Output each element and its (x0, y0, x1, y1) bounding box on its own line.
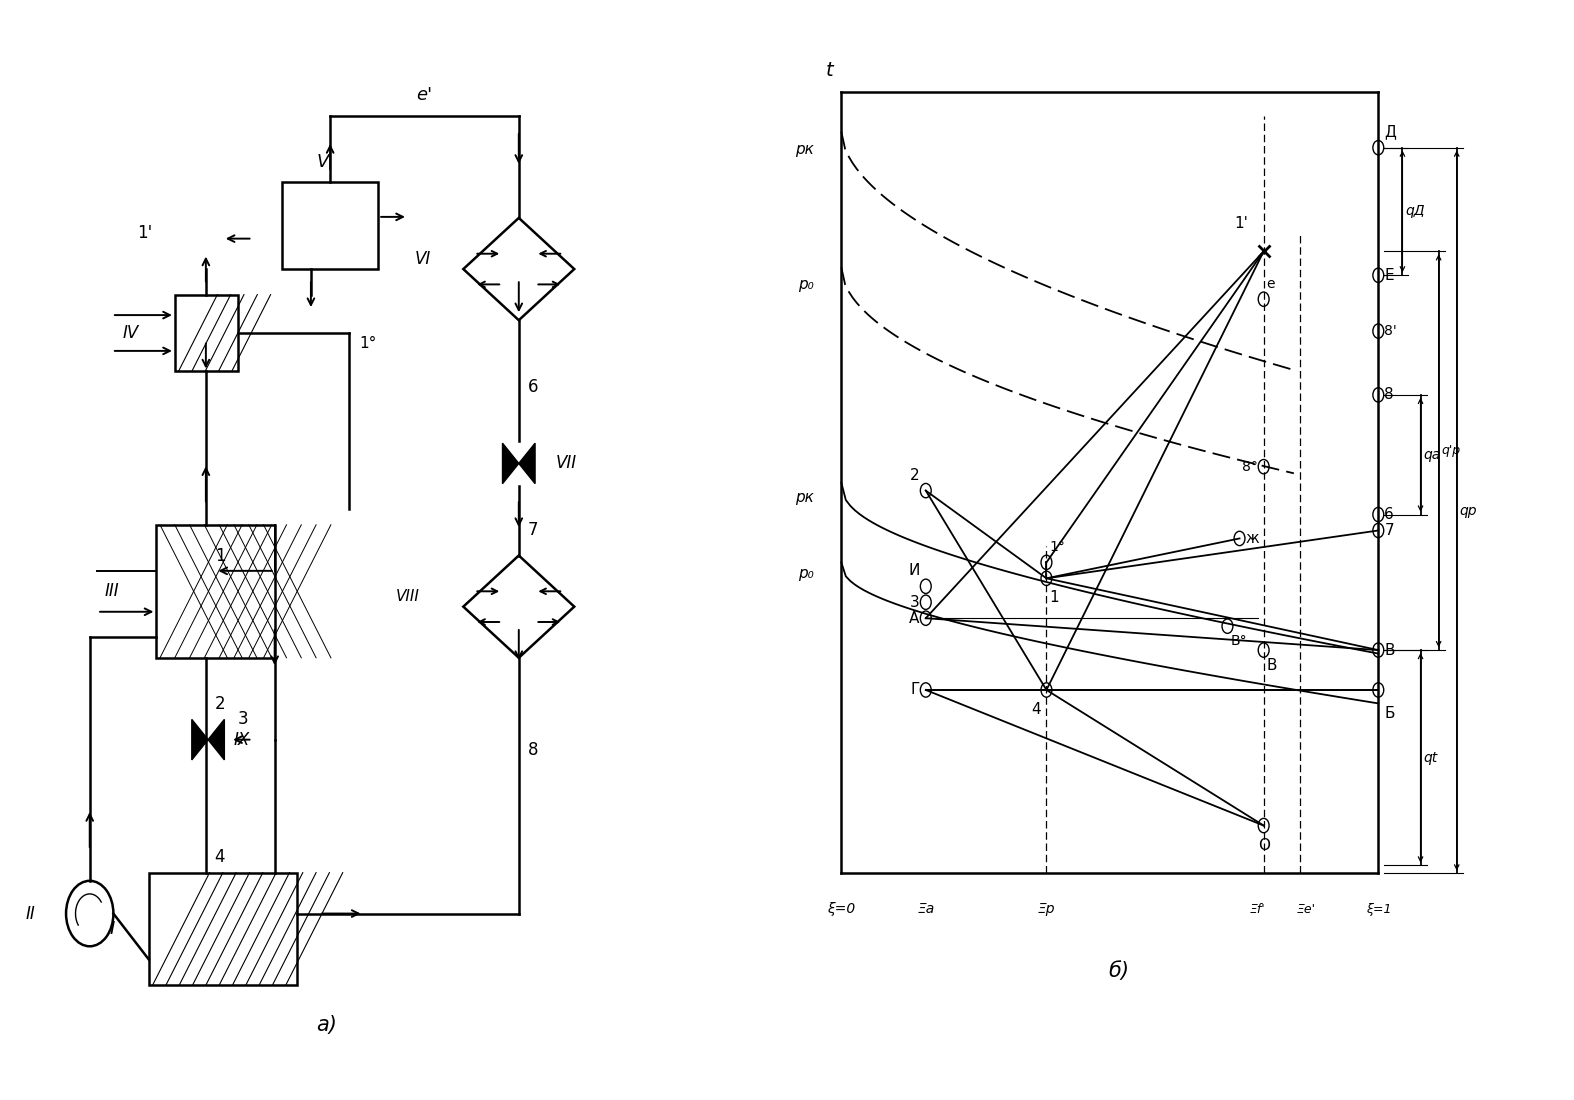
Text: p₀: p₀ (798, 277, 814, 293)
Text: qр: qр (1459, 504, 1478, 517)
Text: А: А (910, 610, 919, 626)
Text: 1: 1 (1050, 591, 1059, 605)
Text: a): a) (316, 1015, 337, 1035)
Text: б): б) (1108, 961, 1130, 981)
Polygon shape (463, 218, 575, 320)
Text: 7: 7 (1385, 522, 1395, 538)
Text: Ξр: Ξр (1037, 902, 1055, 916)
Polygon shape (192, 719, 208, 760)
Bar (282, 183, 378, 270)
Text: 3: 3 (238, 711, 249, 728)
Text: q'р: q'р (1442, 444, 1461, 458)
Text: e: e (1267, 277, 1275, 292)
Circle shape (66, 881, 113, 946)
Text: Д: Д (1385, 124, 1396, 140)
Text: 1: 1 (214, 547, 225, 564)
Text: 4: 4 (214, 848, 225, 867)
Text: В: В (1267, 658, 1277, 673)
Text: О: О (1258, 837, 1270, 852)
Text: И: И (908, 563, 919, 579)
Text: 1': 1' (1234, 217, 1248, 231)
Text: 6: 6 (527, 377, 538, 396)
Text: 2: 2 (214, 695, 225, 713)
Text: 3: 3 (910, 595, 919, 609)
Text: 7: 7 (527, 521, 538, 539)
Text: 1': 1' (137, 224, 153, 242)
Polygon shape (519, 443, 535, 484)
Text: 8°: 8° (1242, 460, 1258, 474)
Polygon shape (502, 443, 519, 484)
Text: 1°: 1° (360, 337, 378, 351)
Text: pк: pк (795, 491, 814, 505)
Text: IX: IX (235, 730, 250, 749)
Text: V: V (316, 153, 329, 170)
Text: Ξf': Ξf' (1250, 903, 1265, 916)
Text: ж: ж (1245, 531, 1259, 546)
Text: Г: Г (910, 682, 919, 697)
Text: Б: Б (1385, 706, 1395, 721)
Text: 8: 8 (1385, 387, 1395, 403)
Text: e': e' (417, 86, 433, 104)
Bar (156, 525, 275, 658)
Polygon shape (463, 556, 575, 658)
Text: t: t (825, 60, 833, 80)
Text: III: III (104, 582, 120, 601)
Text: В: В (1385, 642, 1395, 658)
Text: qa: qa (1423, 448, 1440, 462)
Text: pк: pк (795, 142, 814, 157)
Text: 1°: 1° (1050, 540, 1066, 554)
Text: 4: 4 (1031, 702, 1040, 717)
Text: II: II (25, 904, 35, 923)
Text: VIII: VIII (397, 588, 420, 604)
Text: 2: 2 (910, 468, 919, 483)
Text: VII: VII (556, 454, 578, 472)
Text: qД: qД (1406, 205, 1424, 219)
Text: I: I (109, 920, 115, 938)
Text: ξ=1: ξ=1 (1366, 903, 1391, 916)
Text: VI: VI (414, 250, 431, 267)
Text: Ξa: Ξa (918, 902, 935, 916)
Text: IV: IV (123, 324, 139, 342)
Text: 8: 8 (527, 741, 538, 759)
Text: 8': 8' (1385, 324, 1398, 338)
Text: qt: qt (1423, 751, 1437, 764)
Text: В°: В° (1231, 634, 1247, 648)
Polygon shape (208, 719, 225, 760)
Text: p₀: p₀ (798, 566, 814, 581)
Text: Ξe': Ξe' (1297, 903, 1316, 916)
Bar (150, 872, 297, 986)
Text: ξ=0: ξ=0 (828, 902, 855, 916)
Bar (175, 295, 238, 372)
Text: 6: 6 (1385, 507, 1395, 522)
Text: E: E (1385, 267, 1395, 283)
